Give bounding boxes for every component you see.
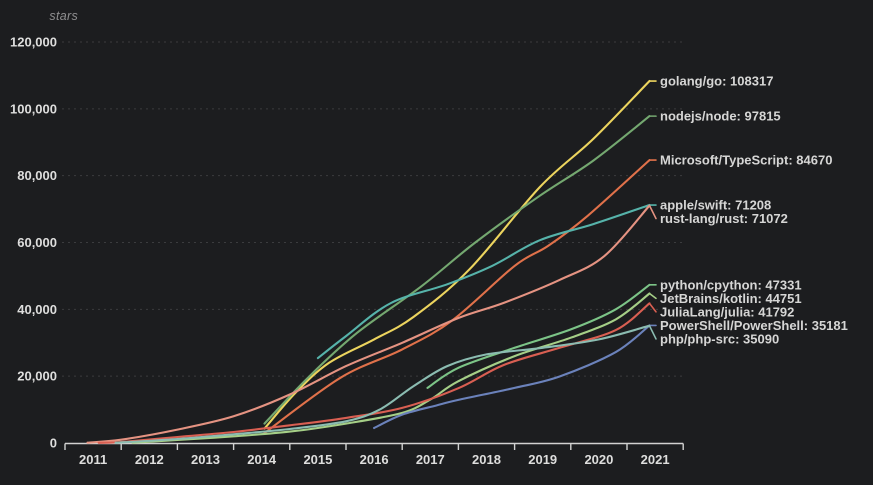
series-line-julialang-julia bbox=[97, 302, 651, 444]
y-tick-label: 120,000 bbox=[10, 35, 57, 50]
series-end-label-golang-go: golang/go: 108317 bbox=[660, 74, 773, 89]
series-end-label-julialang-julia: JuliaLang/julia: 41792 bbox=[660, 304, 794, 319]
x-tick-label: 2012 bbox=[135, 452, 164, 467]
label-connector-php-php-src bbox=[648, 324, 657, 340]
x-tick-label: 2015 bbox=[303, 452, 332, 467]
series-line-python-cpython bbox=[426, 283, 651, 389]
x-tick-label: 2020 bbox=[584, 452, 613, 467]
series-line-nodejs-node bbox=[263, 115, 651, 425]
series-end-label-rust-lang-rust: rust-lang/rust: 71072 bbox=[660, 211, 788, 226]
series-end-label-python-cpython: python/cpython: 47331 bbox=[660, 277, 802, 292]
series-line-apple-swift bbox=[316, 203, 651, 360]
series-end-label-microsoft-typescript: Microsoft/TypeScript: 84670 bbox=[660, 153, 832, 168]
y-tick-label: 0 bbox=[50, 436, 57, 451]
y-axis-title: stars bbox=[49, 9, 78, 23]
series-end-label-jetbrains-kotlin: JetBrains/kotlin: 44751 bbox=[660, 291, 802, 306]
series-line-rust-lang-rust bbox=[86, 204, 651, 444]
label-connector-jetbrains-kotlin bbox=[648, 292, 657, 300]
y-tick-label: 100,000 bbox=[10, 101, 57, 116]
series-line-php-php-src bbox=[114, 324, 651, 444]
x-tick-label: 2017 bbox=[416, 452, 445, 467]
x-tick-label: 2018 bbox=[472, 452, 501, 467]
y-tick-label: 20,000 bbox=[17, 369, 57, 384]
series-line-jetbrains-kotlin bbox=[131, 292, 651, 444]
y-tick-label: 60,000 bbox=[17, 235, 57, 250]
x-tick-label: 2019 bbox=[528, 452, 557, 467]
y-tick-label: 40,000 bbox=[17, 302, 57, 317]
series-line-microsoft-typescript bbox=[263, 159, 651, 435]
x-tick-label: 2021 bbox=[641, 452, 670, 467]
series-end-label-apple-swift: apple/swift: 71208 bbox=[660, 198, 771, 213]
label-connector-julialang-julia bbox=[648, 302, 657, 313]
x-tick-label: 2016 bbox=[360, 452, 389, 467]
y-tick-label: 80,000 bbox=[17, 168, 57, 183]
series-end-label-powershell-powershell: PowerShell/PowerShell: 35181 bbox=[660, 318, 848, 333]
label-connector-rust-lang-rust bbox=[648, 204, 657, 220]
series-line-powershell-powershell bbox=[373, 324, 651, 430]
x-tick-label: 2013 bbox=[191, 452, 220, 467]
x-tick-label: 2014 bbox=[247, 452, 277, 467]
x-tick-label: 2011 bbox=[79, 452, 107, 467]
series-end-label-php-php-src: php/php-src: 35090 bbox=[660, 331, 779, 346]
series-end-label-nodejs-node: nodejs/node: 97815 bbox=[660, 109, 781, 124]
series-line-golang-go bbox=[263, 79, 651, 430]
